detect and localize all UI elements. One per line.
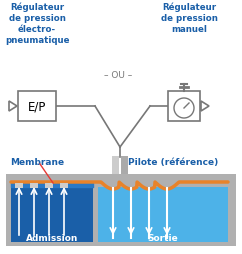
FancyBboxPatch shape — [15, 183, 23, 188]
FancyBboxPatch shape — [112, 156, 119, 174]
Circle shape — [174, 99, 194, 119]
Text: Régulateur
de pression
manuel: Régulateur de pression manuel — [160, 2, 218, 34]
Text: Sortie: Sortie — [148, 233, 178, 242]
Text: E/P: E/P — [28, 100, 46, 113]
FancyBboxPatch shape — [6, 174, 236, 246]
FancyBboxPatch shape — [93, 187, 98, 242]
FancyBboxPatch shape — [6, 174, 236, 187]
Text: Pilote (référence): Pilote (référence) — [128, 158, 218, 167]
Text: Membrane: Membrane — [10, 158, 64, 167]
Text: Régulateur
de pression
électro-
pneumatique: Régulateur de pression électro- pneumati… — [5, 2, 69, 45]
FancyBboxPatch shape — [30, 183, 38, 188]
Text: – OU –: – OU – — [104, 71, 132, 80]
FancyBboxPatch shape — [18, 92, 56, 121]
FancyBboxPatch shape — [60, 183, 68, 188]
FancyBboxPatch shape — [45, 183, 53, 188]
FancyBboxPatch shape — [121, 156, 128, 174]
FancyBboxPatch shape — [11, 187, 93, 242]
Text: Admission: Admission — [26, 233, 78, 242]
FancyBboxPatch shape — [168, 92, 200, 121]
FancyBboxPatch shape — [98, 187, 228, 242]
